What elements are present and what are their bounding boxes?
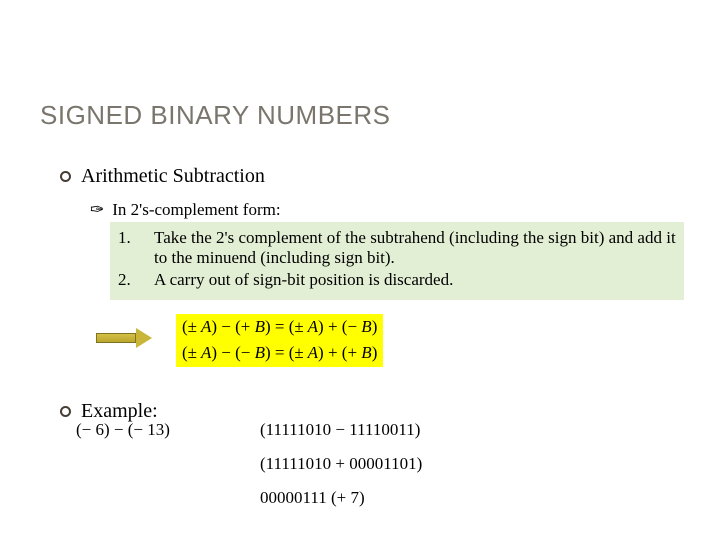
equation-stack: (± A) − (+ B) = (± A) + (− B) (± A) − (−… xyxy=(176,314,383,367)
swirl-bullet-icon: ✑ xyxy=(90,200,104,220)
steps-list: 1. Take the 2's complement of the subtra… xyxy=(118,228,676,290)
section-row: Arithmetic Subtraction xyxy=(60,165,265,188)
step-number: 1. xyxy=(118,228,136,268)
slide: SIGNED BINARY NUMBERS Arithmetic Subtrac… xyxy=(0,0,720,540)
ring-bullet-icon xyxy=(60,406,71,417)
sub-heading: In 2's-complement form: xyxy=(112,200,280,220)
example-expression: (− 6) − (− 13) xyxy=(76,420,170,440)
step-text: Take the 2's complement of the subtrahen… xyxy=(154,228,676,268)
equation-line: (± A) − (− B) = (± A) + (+ B) xyxy=(176,340,383,366)
calc-line: 00000111 (+ 7) xyxy=(260,488,422,508)
calc-line: (11111010 − 11110011) xyxy=(260,420,422,440)
ring-bullet-icon xyxy=(60,171,71,182)
calc-lines: (11111010 − 11110011) (11111010 + 000011… xyxy=(260,420,422,522)
sub-row: ✑ In 2's-complement form: xyxy=(90,200,281,220)
arrow-icon xyxy=(96,330,152,346)
list-item: 2. A carry out of sign-bit position is d… xyxy=(118,270,676,290)
step-number: 2. xyxy=(118,270,136,290)
steps-box: 1. Take the 2's complement of the subtra… xyxy=(110,222,684,300)
section-heading: Arithmetic Subtraction xyxy=(81,165,265,188)
list-item: 1. Take the 2's complement of the subtra… xyxy=(118,228,676,268)
page-title: SIGNED BINARY NUMBERS xyxy=(40,100,391,131)
equation-line: (± A) − (+ B) = (± A) + (− B) xyxy=(176,314,383,340)
calc-line: (11111010 + 00001101) xyxy=(260,454,422,474)
step-text: A carry out of sign-bit position is disc… xyxy=(154,270,453,290)
